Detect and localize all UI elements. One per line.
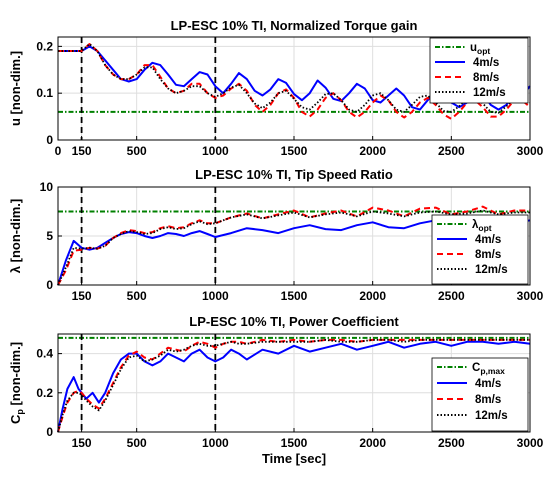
chart-panel-2: 150 500 1000 1500 2000 2500 3000 0 5 10 LP-ESC 10%… bbox=[8, 167, 544, 303]
x-tick-label: 2000 bbox=[359, 144, 386, 158]
y-tick-label: 0.2 bbox=[36, 39, 53, 53]
x-tick-label: 1000 bbox=[202, 144, 229, 158]
x-tick-label: 3000 bbox=[517, 144, 544, 158]
chart-panel-3: 150 500 1000 1500 2000 2500 3000 0 0.2 0.4 LP-ESC … bbox=[8, 314, 544, 466]
chart-title: LP-ESC 10% TI, Normalized Torque gain bbox=[171, 18, 418, 33]
x-tick-label: 1000 bbox=[202, 289, 229, 303]
y-tick-label: 10 bbox=[40, 180, 54, 194]
legend-label-8m-s: 8m/s bbox=[475, 394, 501, 406]
legend-label-4m-s: 4m/s bbox=[475, 234, 501, 246]
legend-box bbox=[431, 357, 529, 432]
x-tick-label: 2500 bbox=[438, 436, 465, 450]
legend-label-4m-s: 4m/s bbox=[473, 57, 499, 69]
x-tick-label: 2000 bbox=[359, 289, 386, 303]
series-line-8m-s bbox=[57, 338, 530, 433]
chart-title: LP-ESC 10% TI, Tip Speed Ratio bbox=[195, 167, 393, 182]
legend-label-reference: Cp,max bbox=[472, 362, 505, 376]
y-axis-label-rest: [non-dim.] bbox=[8, 342, 23, 409]
legend-label-reference: λopt bbox=[472, 219, 492, 233]
series-line-12m-s bbox=[58, 43, 531, 114]
x-tick-label: 3000 bbox=[517, 289, 544, 303]
legend-label-12m-s: 12m/s bbox=[473, 87, 506, 99]
legend-label-reference-sub: opt bbox=[477, 46, 490, 56]
x-tick-label: 1500 bbox=[281, 436, 308, 450]
x-tick-label: 500 bbox=[127, 436, 147, 450]
y-axis-label: λ [non-dim.] bbox=[8, 199, 23, 273]
legend-label-reference-sub: opt bbox=[478, 223, 491, 233]
legend-label-8m-s: 8m/s bbox=[475, 249, 501, 261]
legend-label-reference-main: u bbox=[470, 42, 477, 54]
x-tick-label: 150 bbox=[72, 144, 92, 158]
x-tick-label: 1000 bbox=[202, 436, 229, 450]
legend-label-8m-s: 8m/s bbox=[473, 72, 499, 84]
series-line-8m-s bbox=[58, 43, 531, 120]
legend-label-reference-main: C bbox=[472, 362, 480, 374]
x-tick-label: 150 bbox=[72, 436, 92, 450]
y-axis-label-text: u [non-dim.] bbox=[8, 51, 23, 126]
legend-label-12m-s: 12m/s bbox=[475, 410, 508, 422]
y-axis-label: Cp [non-dim.] bbox=[8, 342, 25, 424]
x-axis-label: Time [sec] bbox=[262, 451, 326, 466]
x-tick-label: 1500 bbox=[281, 289, 308, 303]
y-tick-label: 0 bbox=[46, 278, 53, 292]
y-axis-label: u [non-dim.] bbox=[8, 51, 23, 126]
x-tick-label: 150 bbox=[72, 289, 92, 303]
legend: Cp,max 4m/s 8m/s 12m/s bbox=[431, 357, 529, 432]
x-tick-label: 2000 bbox=[359, 436, 386, 450]
y-tick-label: 0.1 bbox=[36, 86, 53, 100]
x-tick-label: 500 bbox=[127, 289, 147, 303]
x-tick-label: 2500 bbox=[438, 289, 465, 303]
series-line-12m-s bbox=[57, 338, 530, 433]
series-line-8m-s bbox=[57, 205, 530, 286]
legend-label-reference: uopt bbox=[470, 42, 490, 56]
y-tick-label: 0 bbox=[46, 425, 53, 439]
series-line-12m-s bbox=[57, 209, 530, 286]
y-tick-label: 0.2 bbox=[36, 386, 53, 400]
series-line-4m-s bbox=[57, 340, 531, 433]
chart-panel-1: 0 150 500 1000 1500 2000 2500 3000 0 0.1 0.2 LP-ESC… bbox=[8, 18, 544, 158]
y-axis-label-text: λ [non-dim.] bbox=[8, 199, 23, 273]
legend-label-reference-sub: p,max bbox=[480, 366, 505, 376]
legend-label-12m-s: 12m/s bbox=[475, 264, 508, 276]
legend-label-reference-main: λ bbox=[472, 219, 479, 231]
y-tick-label: 0 bbox=[46, 133, 53, 147]
x-tick-label: 1500 bbox=[281, 144, 308, 158]
x-tick-label: 2500 bbox=[438, 144, 465, 158]
chart-title: LP-ESC 10% TI, Power Coefficient bbox=[189, 314, 399, 329]
legend-box bbox=[431, 214, 529, 285]
y-axis-label-main: C bbox=[8, 414, 23, 424]
x-tick-label: 0 bbox=[55, 144, 62, 158]
x-tick-label: 3000 bbox=[517, 436, 544, 450]
y-tick-label: 5 bbox=[46, 229, 53, 243]
x-tick-label: 500 bbox=[127, 144, 147, 158]
legend-label-4m-s: 4m/s bbox=[475, 378, 501, 390]
y-axis-label-sub: p bbox=[15, 409, 25, 415]
y-tick-label: 0.4 bbox=[36, 347, 53, 361]
